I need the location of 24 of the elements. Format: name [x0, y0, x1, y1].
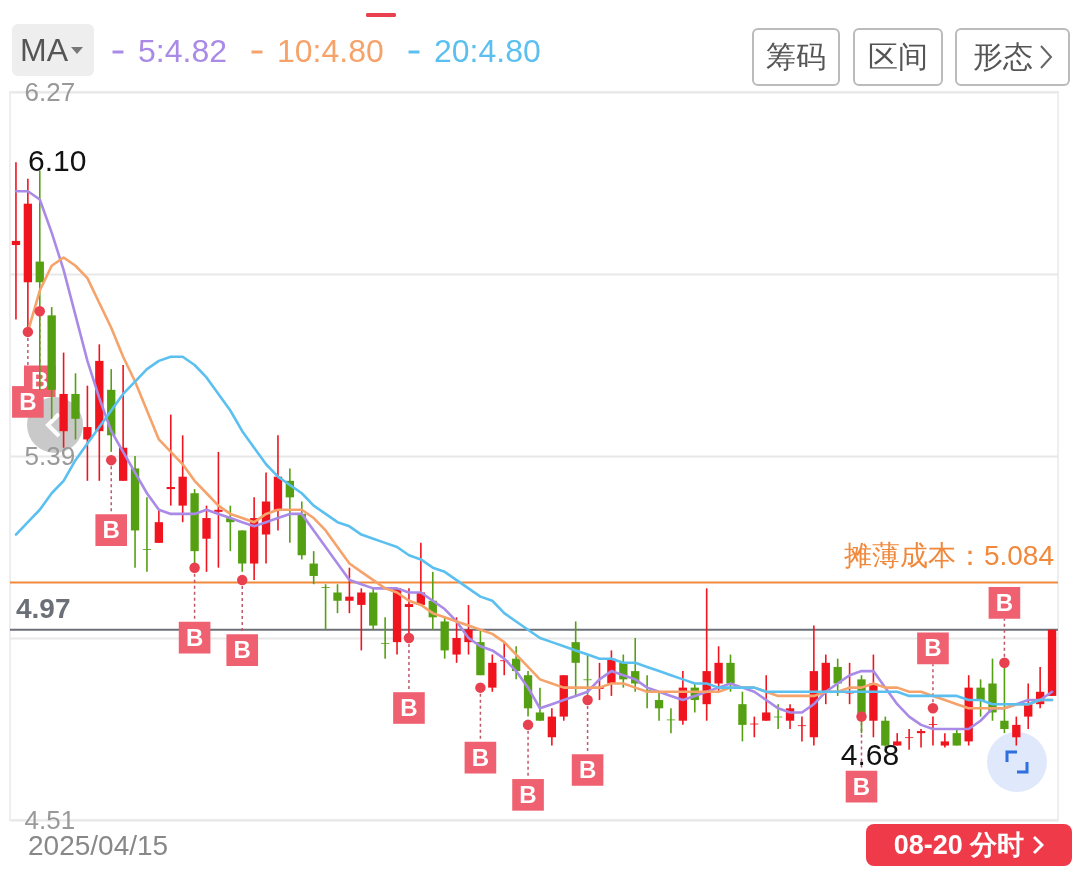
- legend-label: 20:4.80: [434, 33, 541, 69]
- data-label: B: [185, 623, 204, 651]
- annotation: 4.68: [840, 737, 900, 771]
- data-label: B: [924, 634, 942, 662]
- data-label: B: [852, 772, 871, 800]
- text: 形态: [972, 38, 1033, 75]
- data-label: B: [102, 516, 120, 544]
- data-label: B: [995, 588, 1014, 616]
- data-label: B: [471, 743, 490, 771]
- data-label: B: [519, 780, 537, 808]
- y-tick-label: 5.39: [24, 440, 76, 471]
- text: 筹码: [766, 38, 826, 75]
- data-label: B: [400, 694, 418, 721]
- text: 08-20 分时: [893, 829, 1025, 862]
- legend-label: 5:4.82: [138, 33, 227, 69]
- annotation: 6.10: [27, 144, 87, 178]
- text: 区间: [868, 38, 928, 75]
- data-label: B: [578, 756, 597, 784]
- y-tick-label: 6.27: [24, 76, 76, 107]
- text: MA: [20, 31, 68, 69]
- data-label: B: [233, 636, 251, 664]
- ref-line-label: 4.97: [16, 592, 71, 624]
- ref-line-label: 摊薄成本：5.084: [843, 539, 1054, 571]
- legend-label: 10:4.80: [277, 33, 384, 69]
